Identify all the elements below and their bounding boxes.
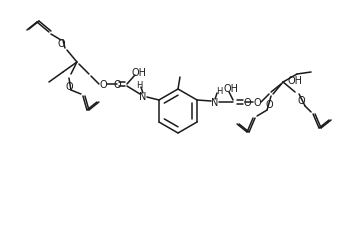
Text: O: O	[297, 95, 305, 106]
Text: O: O	[99, 80, 107, 90]
Text: O: O	[265, 100, 273, 109]
Text: N: N	[139, 92, 147, 101]
Text: O: O	[57, 39, 65, 49]
Text: O: O	[113, 80, 121, 90]
Text: H: H	[136, 80, 142, 89]
Text: O: O	[65, 82, 73, 92]
Text: OH: OH	[287, 76, 302, 86]
Text: OH: OH	[224, 84, 239, 94]
Text: H: H	[216, 86, 222, 95]
Text: OH: OH	[131, 68, 146, 78]
Text: O: O	[253, 98, 261, 108]
Text: N: N	[211, 98, 219, 108]
Text: O: O	[243, 98, 251, 108]
